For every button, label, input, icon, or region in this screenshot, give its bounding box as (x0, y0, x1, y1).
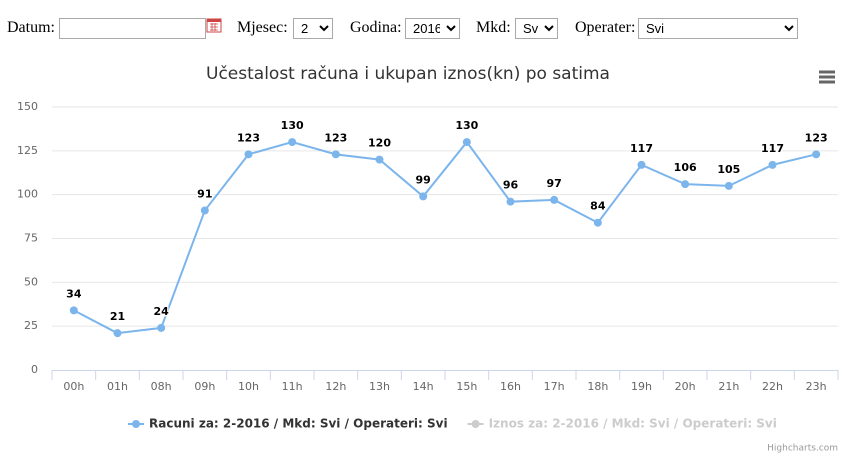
y-tick-label: 50 (24, 275, 38, 288)
x-tick-label: 11h (282, 380, 303, 393)
x-tick-label: 19h (631, 380, 652, 393)
data-label: 105 (717, 163, 740, 176)
x-tick-label: 01h (107, 380, 128, 393)
operater-select[interactable]: Svi (638, 18, 798, 39)
x-tick-label: 16h (500, 380, 521, 393)
series-line (73, 140, 817, 335)
data-label: 120 (368, 137, 391, 150)
y-tick-label: 150 (17, 100, 38, 113)
mkd-select[interactable]: Svi (515, 18, 558, 39)
point (113, 329, 122, 338)
point (419, 192, 428, 201)
point (768, 160, 777, 169)
point (157, 323, 166, 332)
y-tick-label: 125 (17, 144, 38, 157)
point (331, 150, 340, 159)
data-label: 96 (503, 179, 519, 192)
point (593, 218, 602, 227)
calendar-grid (210, 23, 218, 31)
data-label: 130 (281, 119, 304, 132)
y-tick-label: 0 (31, 363, 38, 376)
point (375, 155, 384, 164)
point (550, 195, 559, 204)
datum-label: Datum: (7, 19, 55, 36)
data-label: 123 (805, 131, 828, 144)
godina-select[interactable]: 2016 (405, 18, 460, 39)
data-label: 117 (630, 142, 653, 155)
credits: Highcharts.com (767, 444, 838, 454)
x-tick-label: 12h (325, 380, 346, 393)
point (724, 181, 733, 190)
data-label: 99 (416, 173, 431, 186)
operater-label: Operater: (575, 19, 636, 36)
data-label: 106 (674, 161, 697, 174)
godina-label: Godina: (350, 19, 402, 36)
data-label: 84 (590, 200, 606, 213)
data-label: 21 (110, 310, 125, 323)
legend-label: Iznos za: 2-2016 / Mkd: Svi / Operateri:… (489, 417, 777, 431)
datum-input[interactable] (59, 18, 206, 39)
x-tick-label: 17h (544, 380, 565, 393)
x-tick-label: 00h (63, 380, 84, 393)
mkd-label: Mkd: (476, 19, 511, 36)
legend-marker (471, 420, 480, 428)
x-tick-label: 18h (587, 380, 608, 393)
point (244, 150, 253, 159)
x-tick-label: 09h (194, 380, 215, 393)
legend-item[interactable]: Racuni za: 2-2016 / Mkd: Svi / Operateri… (128, 417, 448, 431)
point (69, 306, 78, 315)
data-label: 34 (66, 287, 82, 300)
menu-lines (819, 70, 835, 84)
data-label: 91 (197, 187, 212, 200)
y-tick-label: 100 (17, 188, 38, 201)
legend-label: Racuni za: 2-2016 / Mkd: Svi / Operateri… (149, 417, 448, 431)
point (637, 160, 646, 169)
x-tick-label: 08h (151, 380, 172, 393)
x-tick-label: 13h (369, 380, 390, 393)
x-tick-label: 21h (718, 380, 739, 393)
data-label: 24 (154, 305, 170, 318)
calendar-top (207, 19, 221, 22)
y-tick-label: 75 (24, 232, 38, 245)
point (812, 150, 821, 159)
x-tick-label: 10h (238, 380, 259, 393)
point (681, 180, 690, 189)
calendar-icon[interactable] (206, 17, 222, 33)
x-tick-label: 22h (762, 380, 783, 393)
legend: Racuni za: 2-2016 / Mkd: Svi / Operateri… (128, 417, 777, 431)
point (506, 197, 515, 206)
mjesec-label: Mjesec: (237, 19, 288, 36)
y-tick-label: 25 (24, 319, 38, 332)
data-label: 117 (761, 142, 784, 155)
mjesec-select[interactable]: 2 (293, 18, 333, 39)
data-label: 123 (237, 131, 260, 144)
chart-title: Učestalost računa i ukupan iznos(kn) po … (206, 64, 610, 84)
x-tick-label: 15h (456, 380, 477, 393)
data-label: 97 (547, 177, 562, 190)
x-tick-label: 23h (806, 380, 827, 393)
x-tick-label: 20h (675, 380, 696, 393)
point (200, 206, 209, 215)
legend-marker (132, 420, 140, 428)
data-label: 123 (324, 131, 347, 144)
menu-icon[interactable] (819, 70, 835, 84)
point (288, 138, 297, 147)
data-label: 130 (455, 119, 478, 132)
point (462, 138, 471, 147)
x-tick-label: 14h (413, 380, 434, 393)
legend-item[interactable]: Iznos za: 2-2016 / Mkd: Svi / Operateri:… (467, 417, 777, 431)
